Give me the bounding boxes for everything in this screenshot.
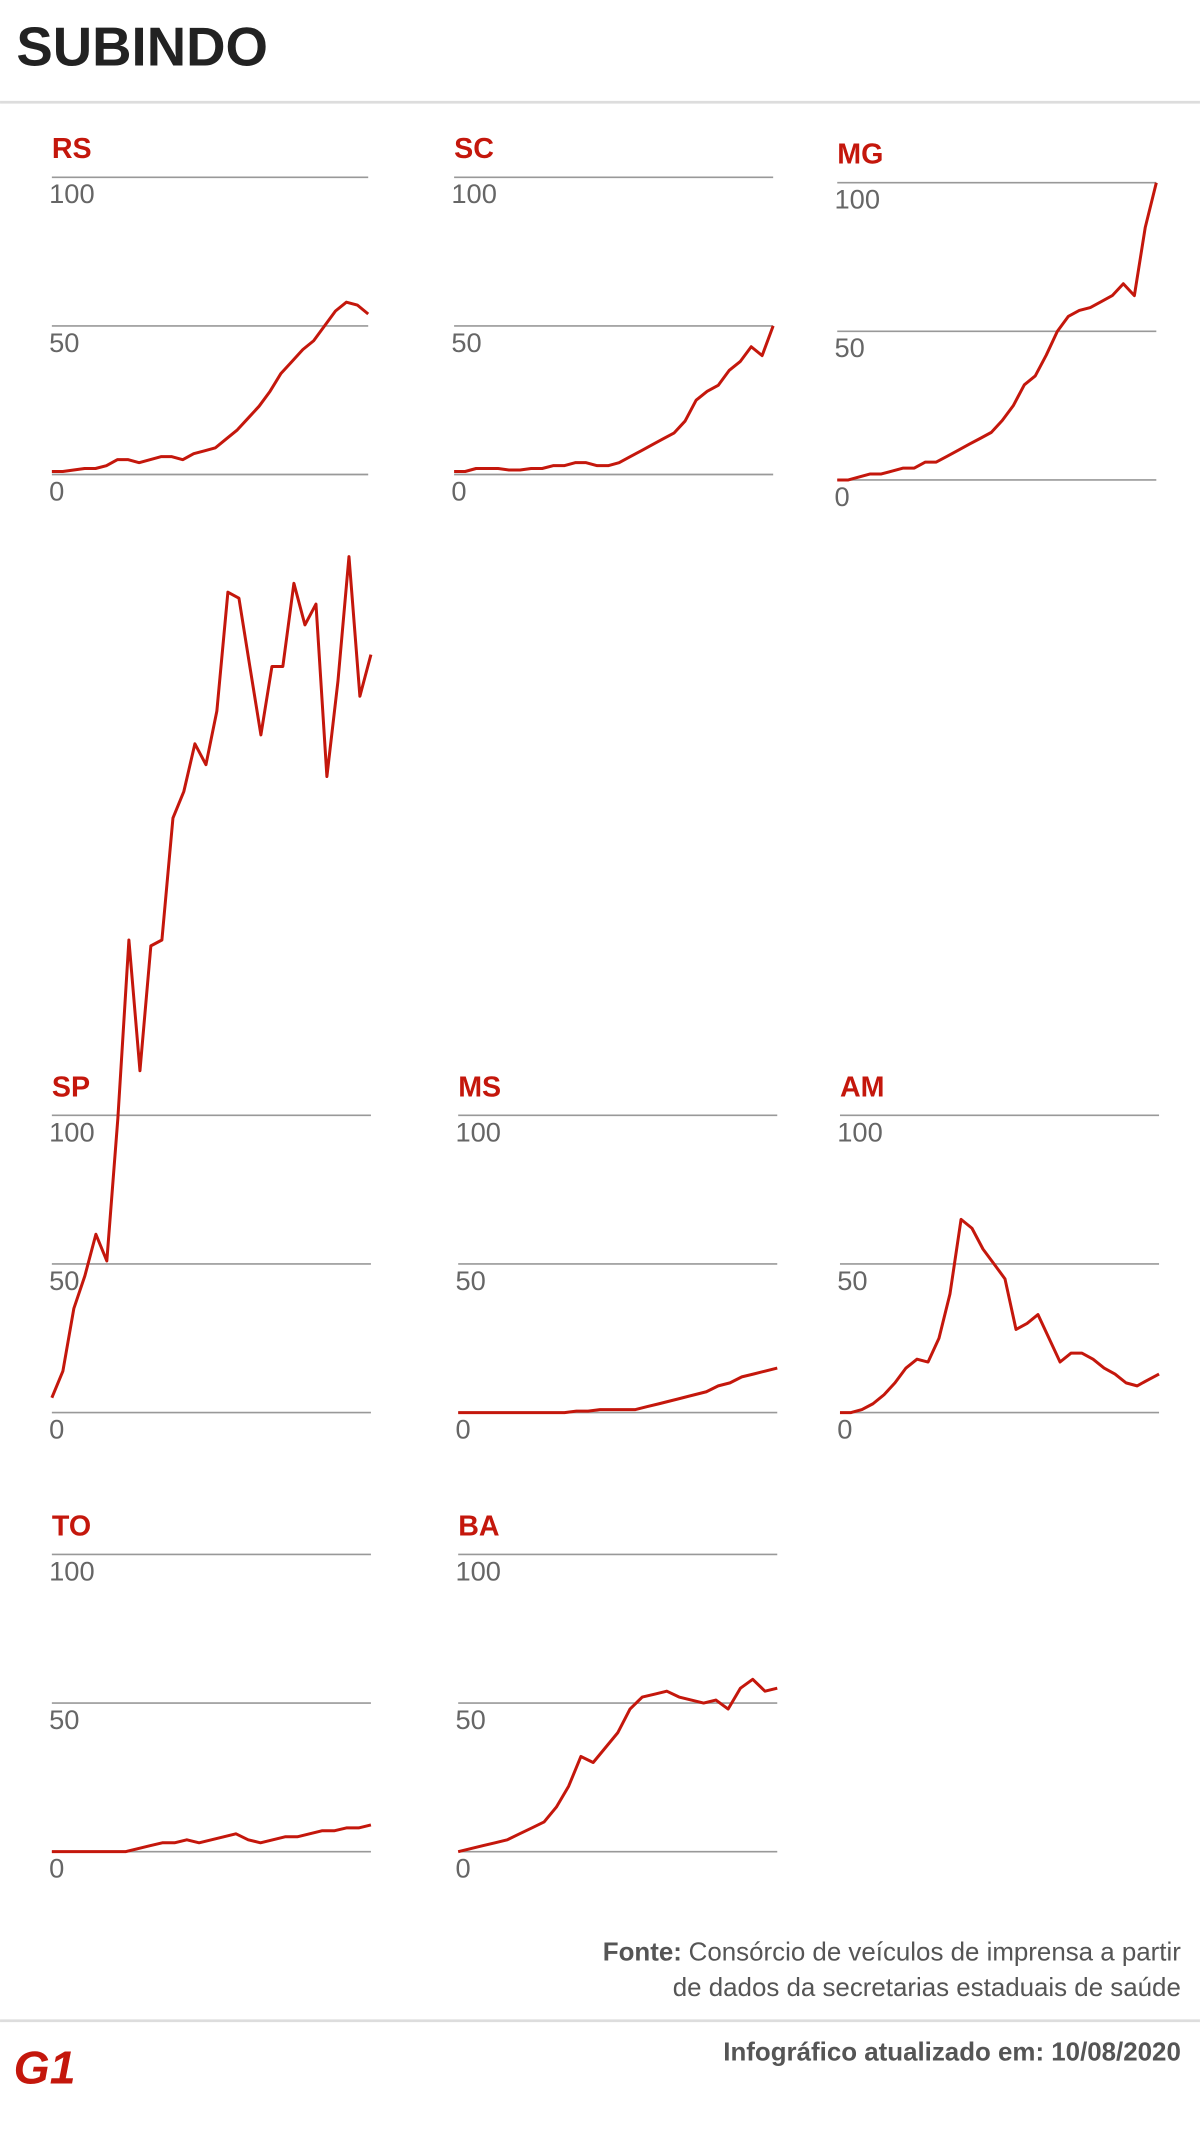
y-tick-label: 0: [49, 1853, 64, 1884]
y-tick-label: 100: [835, 184, 881, 215]
y-tick-label: 50: [49, 1265, 79, 1296]
source: Fonte: Consórcio de veículos de imprensa …: [603, 1939, 1181, 1967]
data-line: [457, 1677, 778, 1854]
chart-title: TO: [52, 1510, 91, 1542]
source-label: Fonte:: [603, 1939, 682, 1967]
y-tick-label: 100: [455, 1555, 501, 1586]
y-tick-label: 50: [837, 1265, 867, 1296]
chart-title: MS: [458, 1071, 501, 1103]
page-title: SUBINDO: [16, 16, 267, 77]
y-tick-label: 100: [49, 1555, 95, 1586]
y-tick-label: 50: [49, 327, 79, 358]
y-tick-label: 50: [835, 332, 865, 363]
data-line: [50, 555, 373, 1399]
data-line: [839, 1217, 1160, 1415]
y-tick-label: 50: [455, 1704, 485, 1735]
chart-title: AM: [840, 1071, 885, 1103]
data-line: [454, 325, 775, 474]
data-line: [51, 1823, 372, 1854]
y-tick-label: 50: [49, 1704, 79, 1735]
updated: Infográfico atualizado em: 10/08/2020: [723, 2038, 1181, 2066]
data-line: [458, 1366, 778, 1415]
y-tick-label: 100: [837, 1116, 883, 1147]
charts: RS 0 50 100 SC 0 50 100 MG 0 50 100 SP 0 50 100 MS 0 50 100…: [49, 133, 1160, 1884]
y-tick-label: 0: [49, 1414, 64, 1445]
y-tick-label: 100: [49, 178, 95, 209]
y-tick-label: 100: [451, 178, 497, 209]
y-tick-label: 100: [455, 1116, 501, 1147]
chart-title: SC: [454, 133, 494, 165]
source-line: Consórcio de veículos de imprensa a part…: [689, 1939, 1182, 1967]
chart-title: SP: [52, 1071, 90, 1103]
source-line: de dados da secretarias estaduais de saú…: [673, 1974, 1181, 2002]
y-tick-label: 0: [49, 475, 64, 506]
y-tick-label: 0: [451, 475, 466, 506]
chart-title: MG: [837, 139, 883, 171]
y-tick-label: 100: [49, 1116, 95, 1147]
logo: G1: [14, 2041, 76, 2093]
y-tick-label: 50: [455, 1265, 485, 1296]
chart-title: RS: [52, 133, 92, 165]
y-tick-label: 0: [835, 481, 850, 512]
y-tick-label: 0: [455, 1853, 470, 1884]
y-tick-label: 50: [451, 327, 481, 358]
data-line: [837, 182, 1158, 482]
y-tick-label: 0: [837, 1414, 852, 1445]
y-tick-label: 0: [455, 1414, 470, 1445]
data-line: [51, 300, 370, 474]
chart-title: BA: [458, 1510, 499, 1542]
